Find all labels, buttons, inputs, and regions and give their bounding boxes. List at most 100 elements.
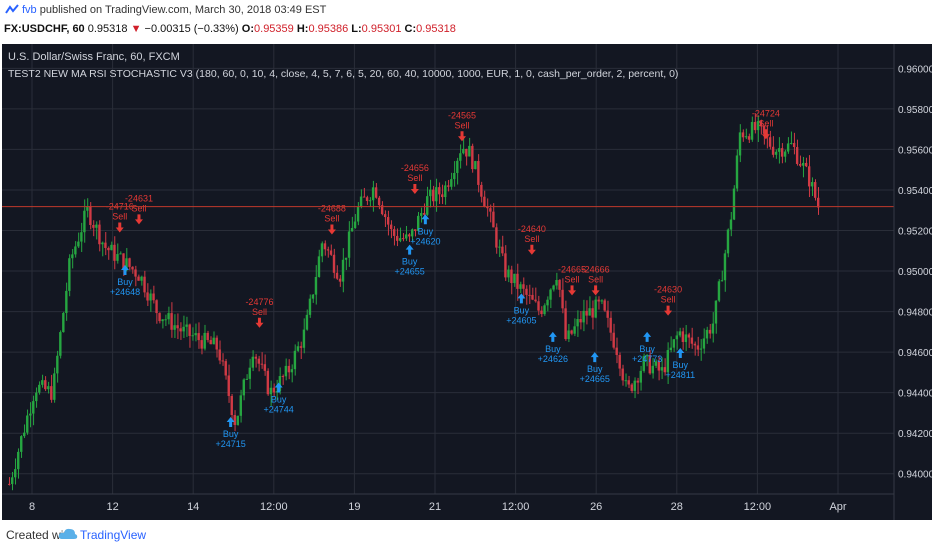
candle-body <box>699 348 703 350</box>
candle-body <box>71 254 74 259</box>
x-tick-label: 12:00 <box>260 501 288 513</box>
candle-body <box>450 179 453 187</box>
candle-body <box>666 350 670 373</box>
candle-body <box>576 319 579 327</box>
candle-body <box>540 310 543 315</box>
candle-body <box>182 326 185 332</box>
sell-label: Sell <box>407 173 422 183</box>
candle-body <box>302 329 306 348</box>
candle-body <box>206 332 209 341</box>
candle-body <box>215 337 218 350</box>
price-chart[interactable]: Buy+24648Sell-24631Sell-24716Buy+24715Se… <box>2 44 932 520</box>
candle-body <box>717 281 721 301</box>
candle-body <box>660 367 664 371</box>
candle-body <box>23 432 26 437</box>
candle-body <box>77 241 80 247</box>
candle-body <box>429 189 432 197</box>
candle-body <box>68 258 71 291</box>
candle-body <box>597 299 600 302</box>
candle-body <box>741 132 745 138</box>
chart-container[interactable]: Buy +24648 Sell -24631 Sell -24716 Buy +24715 Se… <box>2 44 932 520</box>
candle-body <box>732 188 736 220</box>
candle-body <box>492 211 495 228</box>
buy-arrow-icon <box>421 214 430 225</box>
candle-body <box>708 329 712 334</box>
created-with-text: Created with <box>6 528 74 542</box>
buy-value: +24665 <box>580 374 610 384</box>
candle-body <box>392 229 396 236</box>
candle-body <box>65 290 68 313</box>
candle-body <box>20 436 23 452</box>
sell-arrow-icon <box>664 305 673 316</box>
candle-body <box>305 314 309 330</box>
candle-body <box>630 384 633 391</box>
buy-label: Buy <box>545 344 561 354</box>
candle-body <box>284 365 288 377</box>
sell-value: -24631 <box>125 193 153 203</box>
candle-body <box>254 356 258 359</box>
y-tick-label: 0.95000 <box>898 267 932 278</box>
candle-body <box>233 415 236 425</box>
candle-body <box>245 378 248 380</box>
candle-body <box>804 162 808 167</box>
candle-body <box>248 367 251 379</box>
candle-body <box>290 369 294 373</box>
x-tick-label: 28 <box>671 501 683 513</box>
candle-body <box>221 360 224 362</box>
publish-bar: fvb published on TradingView.com, March … <box>0 0 932 20</box>
last-price: 0.95318 <box>87 23 128 35</box>
candle-body <box>410 229 414 237</box>
candle-body <box>768 137 772 147</box>
candle-body <box>164 319 167 321</box>
sell-label: Sell <box>252 307 267 317</box>
candle-body <box>702 338 706 349</box>
candle-body <box>594 299 597 318</box>
candle-body <box>420 213 423 216</box>
candle-body <box>56 355 59 374</box>
candle-body <box>636 380 639 383</box>
candle-body <box>359 196 363 207</box>
candle-body <box>459 153 462 161</box>
tradingview-brand-link[interactable]: TradingView <box>80 528 147 542</box>
publisher-link[interactable]: fvb <box>22 4 37 16</box>
time-axis[interactable] <box>2 494 894 520</box>
buy-arrow-icon <box>120 264 129 275</box>
price-axis[interactable] <box>894 44 932 520</box>
x-tick-label: 8 <box>29 501 35 513</box>
x-tick-label: 12:00 <box>502 501 530 513</box>
candle-body <box>651 365 654 374</box>
candle-body <box>723 253 727 281</box>
candle-body <box>59 332 62 356</box>
candle-body <box>209 340 212 345</box>
sell-label: Sell <box>661 295 676 305</box>
candle-body <box>161 319 164 322</box>
sell-label: Sell <box>588 274 603 284</box>
candle-body <box>74 246 77 255</box>
candle-body <box>53 373 56 400</box>
buy-arrow-icon <box>643 331 652 342</box>
candle-body <box>564 308 567 340</box>
candle-body <box>816 197 820 208</box>
sell-label: Sell <box>524 234 539 244</box>
candle-body <box>146 292 149 301</box>
candle-body <box>483 196 486 207</box>
candle-body <box>414 229 417 231</box>
candle-body <box>546 299 549 306</box>
sell-value: -24665 <box>558 264 586 274</box>
candle-body <box>504 253 507 278</box>
candle-body <box>17 451 20 470</box>
candle-body <box>726 229 730 254</box>
x-tick-label: 12 <box>106 501 118 513</box>
candle-body <box>744 136 748 138</box>
candle-body <box>203 332 206 349</box>
candle-body <box>729 219 733 230</box>
candle-body <box>561 289 564 309</box>
candle-body <box>143 276 146 293</box>
open-value: 0.95359 <box>254 23 294 35</box>
candle-body <box>756 121 760 131</box>
candle-body <box>62 312 65 333</box>
candle-body <box>621 368 624 381</box>
candle-body <box>456 160 459 173</box>
candle-body <box>212 337 215 345</box>
down-arrow-icon: ▼ <box>130 23 142 35</box>
